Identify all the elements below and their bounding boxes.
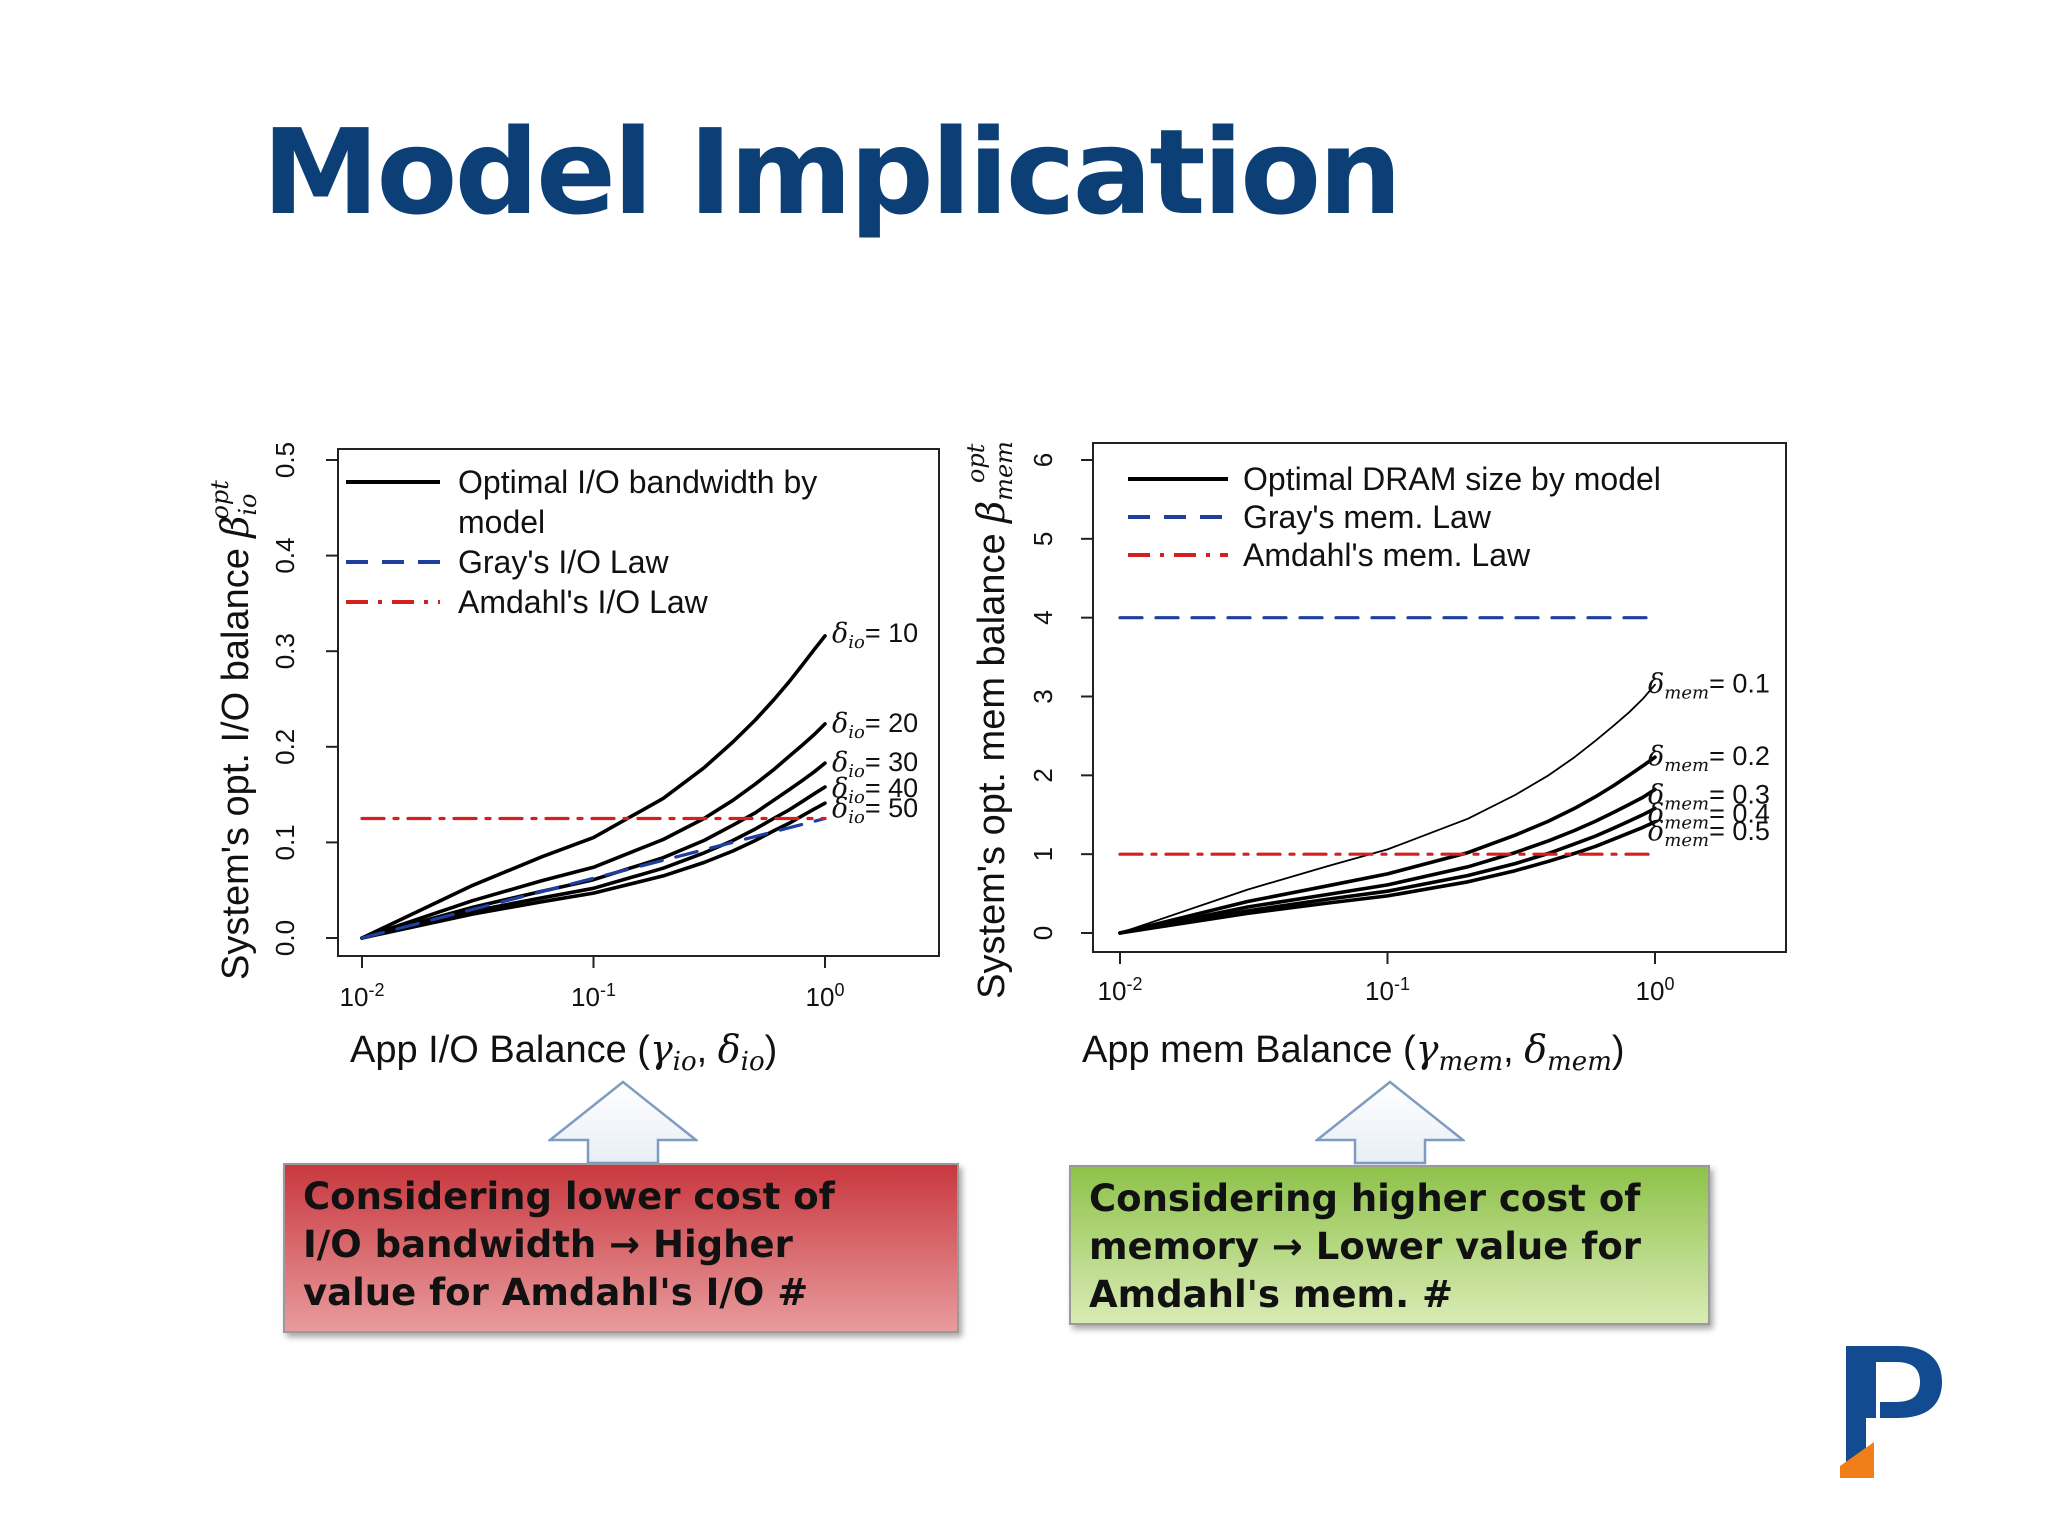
y-axis-title: System's opt. mem balance βmemopt xyxy=(962,441,1018,999)
series-line xyxy=(1118,787,1657,935)
y-tick-label: 0.2 xyxy=(270,729,300,765)
callout-line: Considering higher cost of xyxy=(1089,1177,1641,1220)
callout-line: memory → Lower value for xyxy=(1089,1225,1642,1268)
x-tick-label: 10-1 xyxy=(571,980,616,1012)
x-axis-title: App I/O Balance (γio, δio) xyxy=(350,1027,777,1077)
legend-label: Amdahl's I/O Law xyxy=(458,584,709,620)
series-line xyxy=(1118,819,1657,935)
callout-line: Amdahl's mem. # xyxy=(1089,1273,1454,1316)
series-line xyxy=(360,785,827,940)
series-line xyxy=(1118,755,1657,935)
curve-label: δio= 50 xyxy=(832,793,918,828)
curve-label: δio= 30 xyxy=(832,747,918,782)
series-line xyxy=(360,634,827,940)
x-tick-label: 10-1 xyxy=(1365,974,1410,1006)
y-tick-label: 3 xyxy=(1028,689,1058,703)
y-tick-label: 0.1 xyxy=(270,824,300,860)
mem-cost-callout: Considering higher cost of memory → Lowe… xyxy=(1069,1165,1710,1325)
callout-line: I/O bandwidth → Higher xyxy=(303,1223,793,1266)
y-tick-label: 4 xyxy=(1028,610,1058,624)
y-tick-label: 1 xyxy=(1028,847,1058,861)
university-logo xyxy=(1840,1346,1942,1478)
y-tick-label: 0.3 xyxy=(270,633,300,669)
x-tick-label: 10-2 xyxy=(340,980,385,1012)
series-line xyxy=(360,722,827,940)
y-tick-label: 2 xyxy=(1028,768,1058,782)
up-arrow-icon xyxy=(548,1080,698,1165)
series-line xyxy=(360,816,827,940)
legend-label: Amdahl's mem. Law xyxy=(1243,537,1531,573)
curve-label: δio= 10 xyxy=(832,618,918,653)
y-axis-title: System's opt. I/O balance βioopt xyxy=(206,480,262,980)
io-cost-callout: Considering lower cost of I/O bandwidth … xyxy=(283,1163,959,1333)
callout-line: value for Amdahl's I/O # xyxy=(303,1271,809,1314)
curve-label: δmem= 0.3 xyxy=(1648,780,1770,815)
legend-label: Optimal I/O bandwidth by xyxy=(458,464,817,500)
y-tick-label: 0.0 xyxy=(270,920,300,956)
curve-label: δmem= 0.4 xyxy=(1648,798,1770,833)
callout-line: Considering lower cost of xyxy=(303,1175,835,1218)
y-tick-label: 0.5 xyxy=(270,442,300,478)
y-tick-label: 0.4 xyxy=(270,538,300,574)
curve-label: δmem= 0.1 xyxy=(1648,669,1770,704)
legend-label: Gray's mem. Law xyxy=(1243,499,1492,535)
x-tick-label: 10-2 xyxy=(1098,974,1143,1006)
slide-title: Model Implication xyxy=(262,103,1402,241)
curve-label: δmem= 0.2 xyxy=(1648,741,1770,776)
x-tick-label: 100 xyxy=(1636,974,1675,1006)
plot-frame xyxy=(337,448,940,957)
legend-label: Optimal DRAM size by model xyxy=(1243,461,1661,497)
y-tick-label: 5 xyxy=(1028,532,1058,546)
y-tick-label: 6 xyxy=(1028,453,1058,467)
x-tick-label: 100 xyxy=(806,980,845,1012)
y-tick-label: 0 xyxy=(1028,926,1058,940)
x-axis-title: App mem Balance (γmem, δmem) xyxy=(1082,1027,1625,1077)
curve-label: δio= 40 xyxy=(832,773,918,808)
curve-label: δmem= 0.5 xyxy=(1648,816,1770,851)
series-line xyxy=(1119,683,1656,934)
series-line xyxy=(360,801,827,940)
legend-label: Gray's I/O Law xyxy=(458,544,670,580)
up-arrow-icon xyxy=(1315,1080,1465,1165)
legend-label: model xyxy=(458,504,545,540)
curve-label: δio= 20 xyxy=(832,708,918,743)
